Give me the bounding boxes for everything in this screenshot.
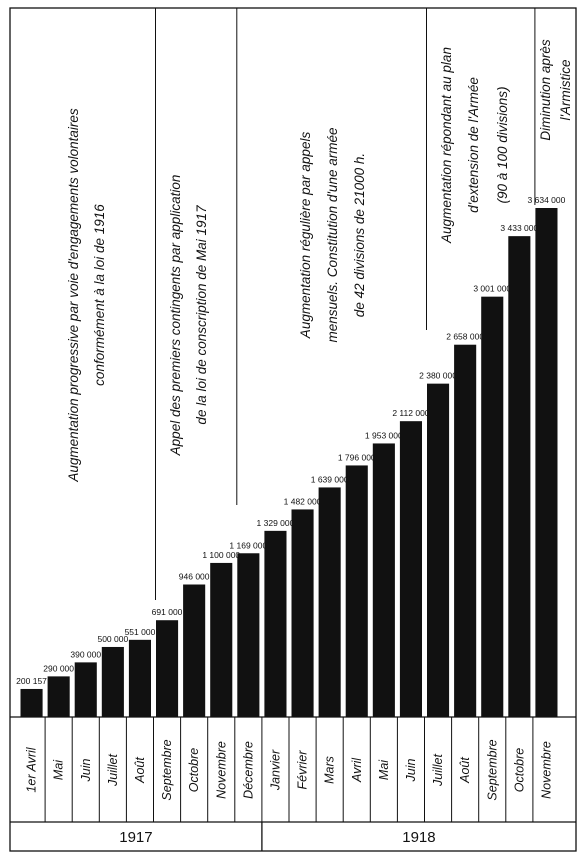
month-label: Juin	[404, 758, 418, 782]
month-label: Septembre	[485, 739, 499, 800]
value-label: 1 329 000	[257, 518, 295, 528]
value-label: 2 112 000	[392, 408, 429, 418]
month-label: Mai	[377, 759, 391, 780]
month-label: Juin	[79, 758, 93, 782]
annotation: de la loi de conscription de Mai 1917	[194, 205, 209, 425]
bar	[74, 662, 97, 717]
month-label: Septembre	[160, 739, 174, 800]
value-label: 3 001 000	[473, 284, 511, 294]
bar	[264, 530, 287, 717]
bar	[427, 383, 450, 717]
bar	[156, 620, 179, 717]
month-label: Août	[458, 757, 472, 784]
month-label: Novembre	[539, 741, 553, 799]
value-label: 946 000	[179, 571, 210, 581]
value-label: 1 169 000	[229, 540, 267, 550]
bar	[399, 421, 422, 717]
bar	[481, 296, 504, 717]
value-label: 1 482 000	[284, 496, 322, 506]
month-label: Décembre	[241, 741, 255, 799]
value-label: 691 000	[152, 607, 183, 617]
bar	[183, 584, 206, 717]
bar	[210, 562, 233, 717]
month-label: Janvier	[268, 749, 282, 791]
value-label: 1 639 000	[311, 474, 349, 484]
value-label: 290 000	[43, 663, 74, 673]
annotation: l'Armistice	[558, 59, 573, 120]
annotation: Augmentation régulière par appels	[298, 132, 313, 340]
annotation: mensuels. Constitution d'une armée	[325, 128, 340, 343]
bar	[318, 487, 341, 717]
month-label: Novembre	[214, 741, 228, 799]
bar	[535, 208, 558, 717]
month-label: Mars	[323, 756, 337, 784]
annotation: conformément à la loi de 1916	[92, 204, 107, 386]
month-label: Juillet	[106, 753, 120, 786]
value-label: 390 000	[70, 649, 101, 659]
annotation: de 42 divisions de 21000 h.	[352, 153, 367, 317]
value-label: 3 634 000	[528, 195, 566, 205]
month-label: Octobre	[187, 748, 201, 793]
value-label: 500 000	[97, 634, 128, 644]
frame	[9, 7, 577, 852]
month-label: Mai	[52, 759, 66, 780]
month-label: Juillet	[431, 753, 445, 786]
bar	[508, 236, 531, 718]
year-label: 1917	[119, 829, 152, 846]
annotation: d'extension de l'Armée	[466, 77, 481, 213]
bar	[372, 443, 395, 717]
bar	[454, 344, 477, 717]
bar	[128, 639, 151, 717]
value-label: 551 000	[125, 627, 156, 637]
annotation: Augmentation répondant au plan	[439, 47, 454, 244]
year-label: 1918	[402, 829, 435, 846]
value-label: 1 953 000	[365, 430, 403, 440]
bar	[20, 688, 43, 717]
bar	[345, 465, 368, 717]
month-label: Février	[296, 750, 310, 790]
month-label: Août	[133, 757, 147, 784]
value-label: 1 100 000	[202, 550, 240, 560]
value-label: 2 380 000	[419, 371, 457, 381]
bar	[291, 509, 314, 717]
month-label: 1er Avril	[25, 746, 39, 792]
annotation: Augmentation progressive par voie d'enga…	[66, 108, 81, 483]
bar	[237, 553, 260, 717]
annotation: Diminution après	[538, 39, 553, 141]
month-label: Avril	[350, 757, 364, 783]
value-label: 1 796 000	[338, 452, 376, 462]
annotation: Appel des premiers contingents par appli…	[168, 175, 183, 457]
annotation: (90 à 100 divisions)	[495, 86, 510, 203]
value-label: 200 157	[16, 676, 47, 686]
bar	[47, 676, 70, 717]
value-label: 2 658 000	[446, 332, 484, 342]
month-label: Octobre	[512, 748, 526, 793]
bar	[101, 646, 124, 717]
value-label: 3 433 000	[500, 223, 538, 233]
